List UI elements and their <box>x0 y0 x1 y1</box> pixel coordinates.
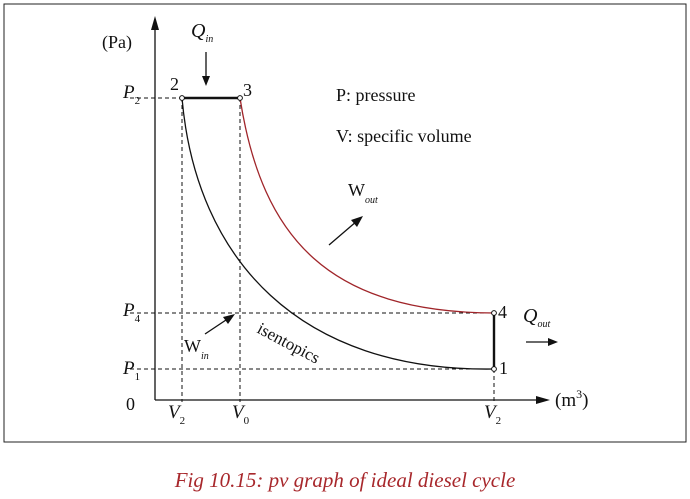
volume-unit: (m3) <box>555 387 588 411</box>
work-out-arrowhead <box>351 216 363 227</box>
figure-caption: Fig 10.15: pv graph of ideal diesel cycl… <box>174 468 516 492</box>
diagram-border <box>3 3 687 443</box>
work-in-label: Win <box>184 336 209 362</box>
pressure-axis-arrowhead <box>151 16 159 30</box>
v0-label: V0 <box>232 402 250 427</box>
pressure-unit: (Pa) <box>102 32 132 53</box>
origin-label: 0 <box>126 394 135 414</box>
state-point-2 <box>179 95 185 101</box>
p4-label: P4 <box>122 300 141 325</box>
work-in-arrow <box>204 317 230 335</box>
isentropic-label: isentopics <box>254 319 323 368</box>
legend-pressure: P: pressure <box>336 85 416 105</box>
pv-diagram: (Pa) (m3) 0 P2 P4 P1 V2 V0 V2 1 2 3 4 Qi… <box>3 3 687 443</box>
state-label-4: 4 <box>498 302 507 322</box>
volume-axis-arrowhead <box>536 396 550 404</box>
state-label-3: 3 <box>243 80 252 100</box>
state-point-1 <box>491 366 497 372</box>
heat-in-arrowhead <box>202 76 210 86</box>
state-point-4 <box>491 310 497 316</box>
state-point-3 <box>237 95 243 101</box>
p2-label: P2 <box>122 82 140 107</box>
work-out-label: Wout <box>348 180 378 206</box>
v2-left-label: V2 <box>168 402 185 427</box>
work-in-arrowhead <box>223 314 235 324</box>
state-label-1: 1 <box>499 358 508 378</box>
v2-right-label: V2 <box>484 402 501 427</box>
expansion-curve-3-4 <box>239 97 495 314</box>
compression-curve-1-2 <box>181 97 495 370</box>
p1-label: P1 <box>122 358 140 383</box>
work-out-arrow <box>328 220 358 246</box>
heat-in-label: Qin <box>191 20 213 45</box>
heat-out-label: Qout <box>523 305 550 330</box>
heat-out-arrowhead <box>548 338 558 346</box>
legend-volume: V: specific volume <box>336 126 472 146</box>
state-label-2: 2 <box>170 74 179 94</box>
